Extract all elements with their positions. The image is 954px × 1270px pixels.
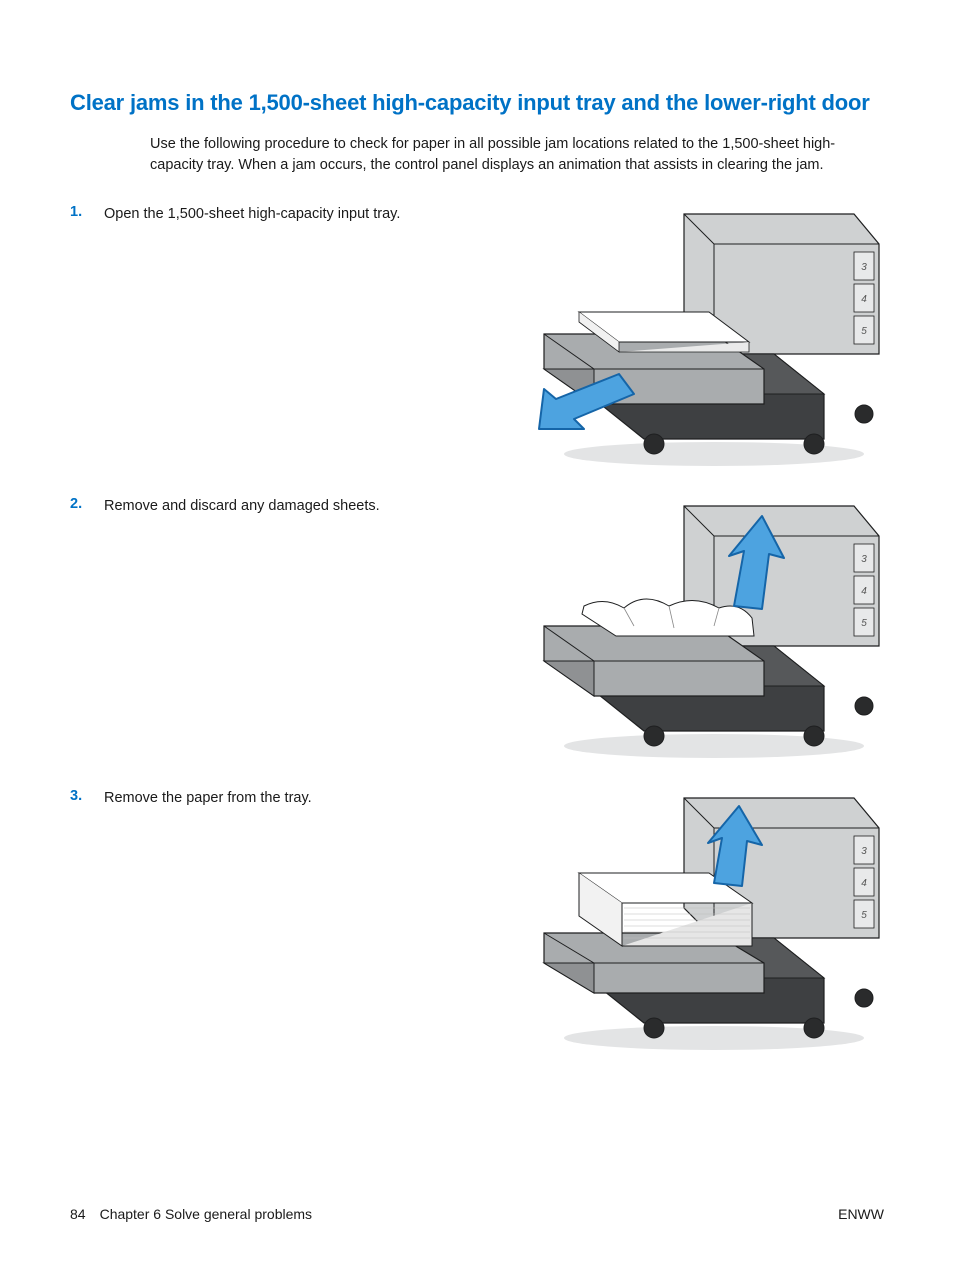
step-row: 3. Remove the paper from the tray. 3 4 5 [70,788,884,1058]
lang-code: ENWW [838,1206,884,1222]
svg-text:5: 5 [861,618,867,629]
step-illustration: 3 4 5 [484,788,884,1058]
section-heading: Clear jams in the 1,500-sheet high-capac… [70,90,884,116]
chapter-label: Chapter 6 Solve general problems [100,1206,312,1222]
svg-text:5: 5 [861,326,867,337]
svg-text:4: 4 [861,878,867,889]
svg-text:3: 3 [861,554,867,565]
step-text: Remove the paper from the tray. [104,788,484,808]
step-number: 1. [70,204,104,220]
step-illustration: 3 4 5 [484,496,884,766]
step-row: 2. Remove and discard any damaged sheets… [70,496,884,766]
step-text: Remove and discard any damaged sheets. [104,496,484,516]
svg-text:4: 4 [861,586,867,597]
step-row: 1. Open the 1,500-sheet high-capacity in… [70,204,884,474]
svg-text:3: 3 [861,846,867,857]
svg-text:4: 4 [861,294,867,305]
printer-remove-paper-icon: 3 4 5 [484,788,884,1058]
step-number: 2. [70,496,104,512]
svg-text:3: 3 [861,262,867,273]
printer-remove-sheets-icon: 3 4 5 [484,496,884,766]
svg-text:5: 5 [861,910,867,921]
step-text: Open the 1,500-sheet high-capacity input… [104,204,484,224]
step-illustration: 3 4 5 [484,204,884,474]
step-number: 3. [70,788,104,804]
printer-tray-open-icon: 3 4 5 [484,204,884,474]
intro-paragraph: Use the following procedure to check for… [150,134,884,176]
page-number: 84 [70,1206,86,1222]
page-footer: 84 Chapter 6 Solve general problems ENWW [70,1206,884,1222]
manual-page: Clear jams in the 1,500-sheet high-capac… [0,0,954,1270]
